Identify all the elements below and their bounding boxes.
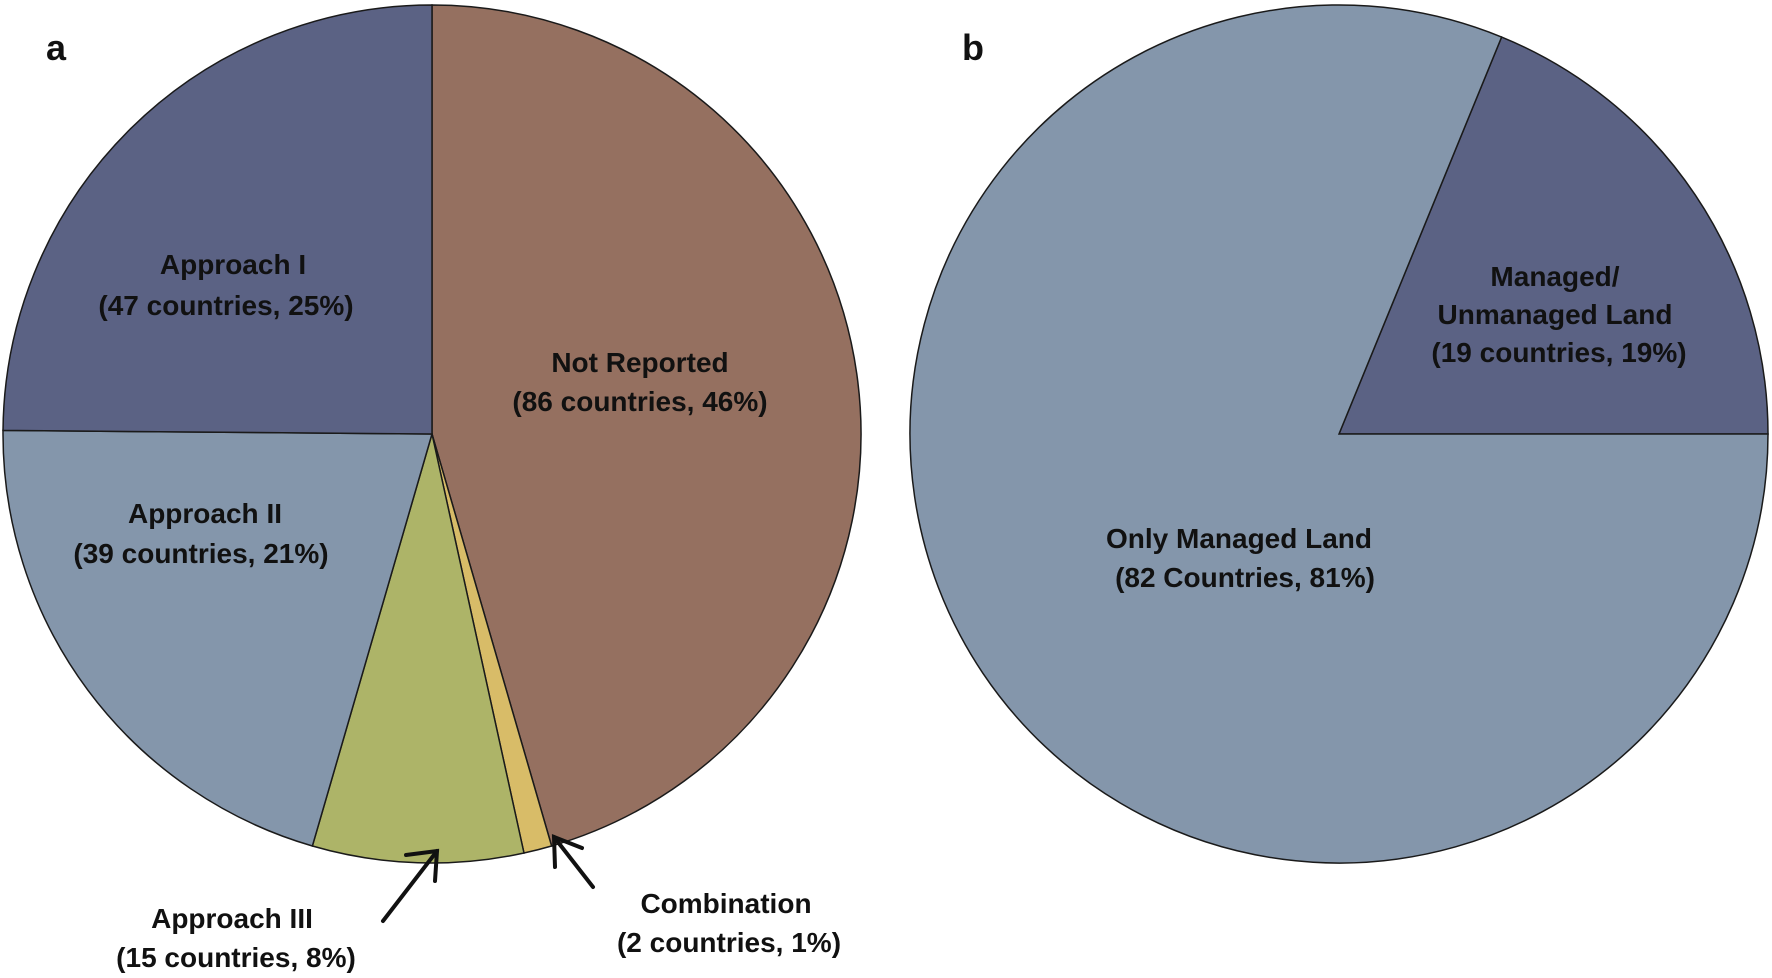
pie-chart-a: a Approach I (47 countries, 25%) Not Rep… (2, 4, 862, 973)
slice-label-approach-ii-name: Approach II (128, 498, 282, 529)
pie-slice-not-reported (431, 4, 862, 847)
pie-b-slices (909, 4, 1769, 864)
slice-label-approach-iii-detail: (15 countries, 8%) (116, 942, 356, 973)
pie-slice-managed-unmanaged-land (1337, 36, 1769, 435)
pie-a-slices (2, 4, 862, 864)
pie-slice-approach-i (2, 4, 433, 435)
panel-label-a: a (46, 27, 67, 68)
slice-label-managed-unmanaged-line2: Unmanaged Land (1438, 299, 1673, 330)
slice-label-not-reported: Not Reported (86 countries, 46%) (512, 347, 767, 417)
slice-label-managed-unmanaged: Managed/ Unmanaged Land (19 countries, 1… (1431, 261, 1686, 368)
slice-label-combination-name: Combination (640, 888, 811, 919)
slice-label-combination-detail: (2 countries, 1%) (617, 927, 841, 958)
pie-slice-approach-iii (311, 433, 525, 864)
slice-label-only-managed-detail: (82 Countries, 81%) (1115, 562, 1375, 593)
slice-label-approach-i: Approach I (47 countries, 25%) (98, 249, 353, 321)
slice-label-not-reported-detail: (86 countries, 46%) (512, 386, 767, 417)
slice-label-approach-ii-detail: (39 countries, 21%) (73, 538, 328, 569)
slice-label-combination: Combination (2 countries, 1%) (617, 888, 841, 958)
slice-label-not-reported-name: Not Reported (551, 347, 728, 378)
slice-label-approach-iii: Approach III (15 countries, 8%) (116, 903, 356, 973)
pie-slice-approach-ii (2, 429, 433, 847)
slice-label-approach-ii: Approach II (39 countries, 21%) (73, 498, 328, 569)
pie-chart-b: b Managed/ Unmanaged Land (19 countries,… (909, 4, 1769, 864)
arrow-combination (551, 834, 595, 889)
pie-slice-only-managed-land (909, 4, 1769, 864)
slice-label-approach-iii-name: Approach III (151, 903, 313, 934)
slice-label-only-managed-name: Only Managed Land (1106, 523, 1372, 554)
slice-label-managed-unmanaged-detail: (19 countries, 19%) (1431, 337, 1686, 368)
slice-label-managed-unmanaged-line1: Managed/ (1490, 261, 1619, 292)
arrow-approach-iii (381, 848, 440, 923)
panel-label-b: b (962, 27, 984, 68)
slice-label-approach-i-detail: (47 countries, 25%) (98, 290, 353, 321)
slice-label-only-managed: Only Managed Land (82 Countries, 81%) (1106, 523, 1375, 593)
slice-label-approach-i-name: Approach I (160, 249, 306, 280)
